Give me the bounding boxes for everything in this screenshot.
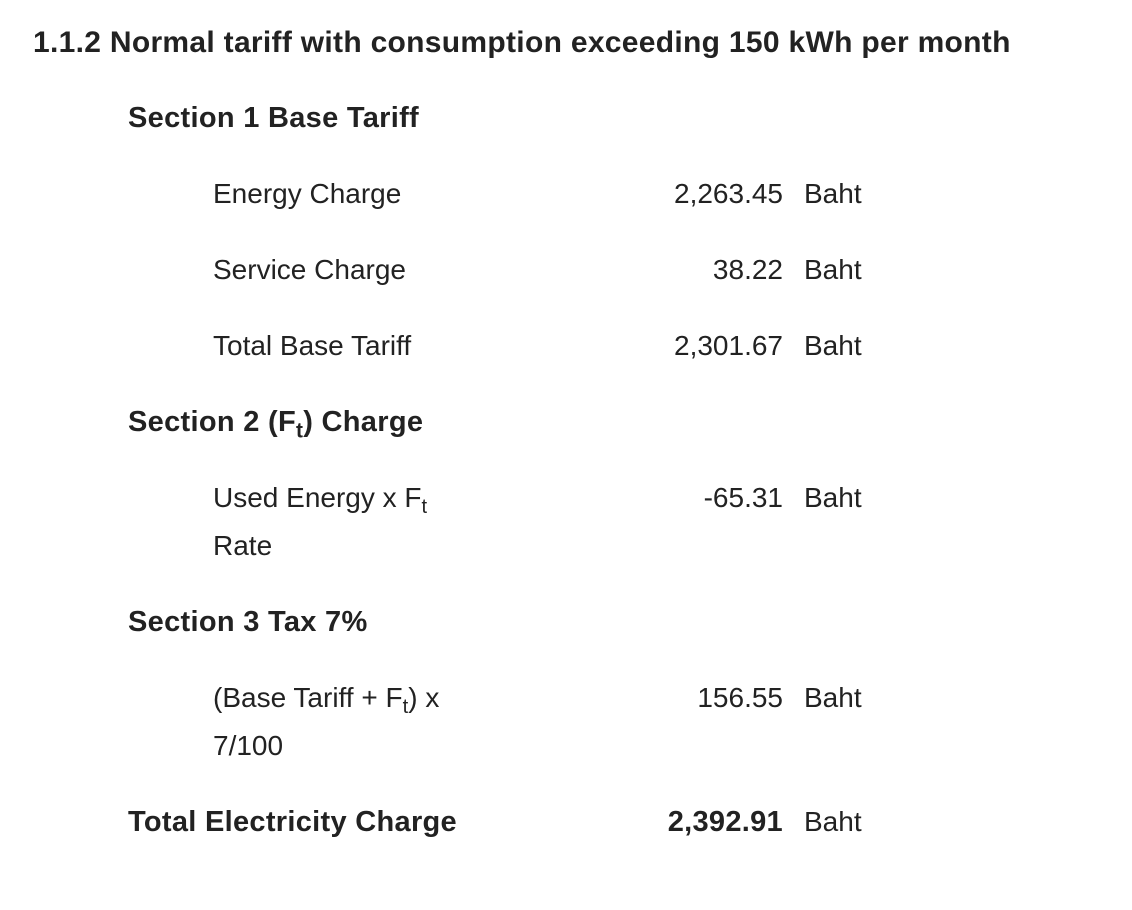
row-label: Used Energy x Ft Rate	[213, 474, 483, 570]
text-part: (Base Tariff + F	[213, 682, 403, 713]
charge-row: Service Charge 38.22 Baht	[213, 246, 1132, 294]
text-part: ) Charge	[303, 406, 424, 438]
section-heading: Section 1 Base Tariff	[128, 94, 1132, 142]
total-row: Total Electricity Charge 2,392.91 Baht	[128, 798, 1132, 846]
row-value: -65.31	[703, 482, 783, 513]
row-value: 2,392.91	[667, 806, 783, 838]
text-part: Service Charge	[213, 254, 406, 285]
subscript: t	[402, 696, 409, 719]
charge-row: Total Base Tariff 2,301.67 Baht	[213, 322, 1132, 370]
text-part: Total Electricity Charge	[128, 806, 457, 838]
text-part: Section 2 (F	[128, 406, 296, 438]
title: 1.1.2 Normal tariff with consumption exc…	[33, 26, 1011, 59]
row-label: Energy Charge	[213, 170, 483, 218]
row-value: 2,263.45	[674, 178, 783, 209]
subscript: t	[421, 496, 428, 519]
row-unit: Baht	[804, 178, 862, 209]
row-unit: Baht	[804, 806, 862, 837]
charge-row: Energy Charge 2,263.45 Baht	[213, 170, 1132, 218]
row-unit: Baht	[804, 682, 862, 713]
row-unit: Baht	[804, 254, 862, 285]
document: 1.1.2 Normal tariff with consumption exc…	[33, 26, 1132, 846]
row-label: Total Electricity Charge	[128, 798, 483, 846]
section-heading: Section 2 (Ft) Charge	[128, 398, 1132, 446]
text-part: Rate	[213, 530, 273, 561]
row-value: 2,301.67	[674, 330, 783, 361]
charge-row: Used Energy x Ft Rate -65.31 Baht	[213, 474, 1132, 570]
charge-row: (Base Tariff + Ft) x 7/100 156.55 Baht	[213, 674, 1132, 770]
text-part: Section 3 Tax 7%	[128, 606, 368, 638]
text-part: Section 1 Base Tariff	[128, 102, 420, 134]
row-unit: Baht	[804, 330, 862, 361]
row-label: Total Base Tariff	[213, 322, 483, 370]
row-value: 156.55	[697, 682, 783, 713]
text-part: ) x 7/100	[213, 682, 440, 761]
section-heading: Section 3 Tax 7%	[128, 598, 1132, 646]
subscript: t	[295, 419, 304, 443]
text-part: Total Base Tariff	[213, 330, 412, 361]
row-unit: Baht	[804, 482, 862, 513]
text-part: Energy Charge	[213, 178, 402, 209]
row-value: 38.22	[712, 254, 783, 285]
row-label: (Base Tariff + Ft) x 7/100	[213, 674, 483, 770]
text-part: Used Energy x F	[213, 482, 422, 513]
row-label: Service Charge	[213, 246, 483, 294]
